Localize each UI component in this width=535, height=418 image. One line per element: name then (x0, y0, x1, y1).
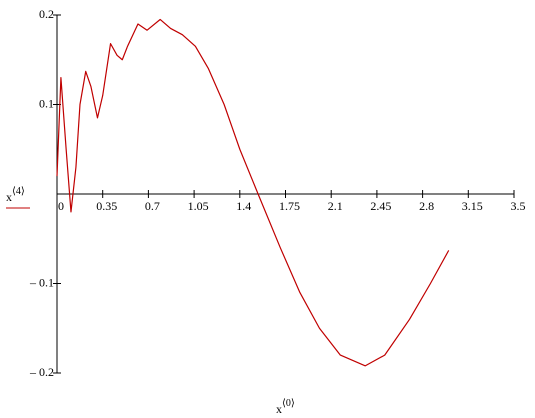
x-tick-label: 3.15 (462, 199, 483, 213)
x-tick-label: 2.8 (419, 199, 434, 213)
x-tick-label: 2.45 (370, 199, 391, 213)
label-superscript: ⟨4⟩ (12, 186, 25, 197)
label-superscript: ⟨0⟩ (282, 398, 295, 409)
x-tick-label: 0.35 (96, 199, 117, 213)
y-tick-label: 0.2 (39, 7, 54, 21)
y-tick-label: – 0.2 (29, 365, 54, 379)
label-base: x (6, 190, 12, 204)
label-base: x (276, 402, 282, 416)
y-label: x⟨4⟩ (6, 186, 25, 203)
y-tick-label: 0.1 (39, 96, 54, 110)
x-tick-label: 1.05 (188, 199, 209, 213)
x-tick-label: 2.1 (328, 199, 343, 213)
x-tick-label: 0.7 (145, 199, 160, 213)
x-tick-label: 1.4 (236, 199, 251, 213)
x-tick-label: 0 (58, 199, 64, 213)
x-label: x⟨0⟩ (276, 398, 295, 415)
line-series (56, 18, 450, 367)
y-tick-label: – 0.1 (29, 275, 54, 289)
x-tick-label: 1.75 (279, 199, 300, 213)
x-tick-label: 3.5 (511, 199, 526, 213)
